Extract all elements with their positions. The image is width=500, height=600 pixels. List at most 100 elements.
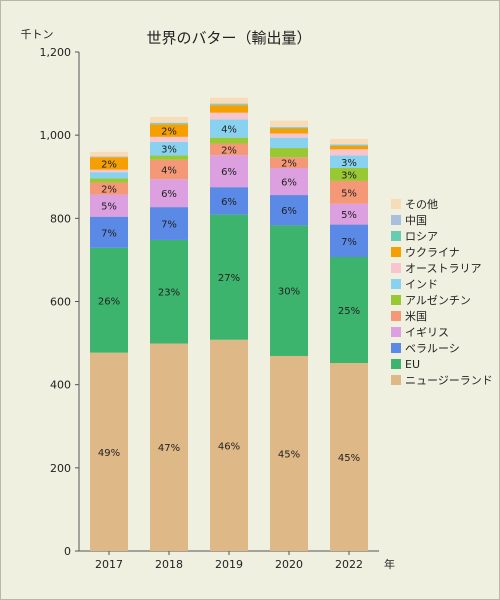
- data-label: 26%: [98, 296, 120, 307]
- legend-swatch: [391, 215, 401, 225]
- bar-segment: [270, 120, 308, 127]
- bar-segment: [330, 224, 368, 258]
- bar-segment: [150, 239, 188, 344]
- bar-segment: [90, 151, 128, 157]
- legend-label: ベラルーシ: [405, 342, 460, 355]
- bar-segment: [150, 343, 188, 551]
- bar-segment: [210, 187, 248, 215]
- bar-segment: [270, 195, 308, 226]
- data-label: 3%: [341, 170, 357, 181]
- x-axis-label: 年: [384, 557, 395, 571]
- legend-swatch: [391, 231, 401, 241]
- plot-area: 0 200 400 600 800 1,000 1,200 49% 26% 7% 5% 2% 2% 201…: [40, 46, 379, 571]
- legend-label: EU: [405, 358, 420, 371]
- bar-segment: [330, 257, 368, 364]
- data-label: 27%: [218, 273, 240, 284]
- bar-segment: [330, 168, 368, 181]
- bar-segment: [210, 119, 248, 138]
- data-label: 5%: [341, 188, 357, 199]
- y-tick-label: 1,200: [40, 46, 72, 59]
- bar-segment: [270, 355, 308, 551]
- bar-segment: [330, 145, 368, 150]
- x-tick-label: 2018: [155, 558, 183, 571]
- bar-segment: [270, 148, 308, 158]
- bar-segment: [210, 137, 248, 144]
- data-label: 2%: [101, 159, 117, 170]
- bar-segment: [270, 126, 308, 128]
- bar-segment: [210, 105, 248, 113]
- data-label: 5%: [101, 202, 117, 213]
- y-tick-label: 200: [50, 462, 71, 475]
- x-tick-label: 2017: [95, 558, 123, 571]
- bar-segment: [330, 363, 368, 551]
- legend-swatch: [391, 279, 401, 289]
- data-label: 6%: [161, 189, 177, 200]
- bar-segment: [90, 178, 128, 183]
- legend-label: ロシア: [405, 230, 438, 243]
- chart-title: 世界のバター（輸出量）: [146, 29, 311, 47]
- bar-segment: [270, 168, 308, 196]
- data-label: 4%: [221, 125, 237, 136]
- x-tick-label: 2022: [335, 558, 363, 571]
- data-label: 2%: [221, 145, 237, 156]
- bar-segment: [90, 172, 128, 179]
- legend-swatch: [391, 311, 401, 321]
- legend-label: イギリス: [405, 326, 449, 339]
- bar-segment: [210, 97, 248, 104]
- data-label: 6%: [281, 206, 297, 217]
- legend-label: オーストラリア: [405, 262, 481, 275]
- data-label: 30%: [278, 287, 300, 298]
- bar-segment: [150, 124, 188, 137]
- bar-segment: [210, 143, 248, 156]
- legend-swatch: [391, 247, 401, 257]
- data-label: 3%: [161, 145, 177, 156]
- y-tick-label: 800: [50, 212, 71, 225]
- bar-segment: [90, 352, 128, 551]
- bar-segment: [210, 112, 248, 120]
- legend-swatch: [391, 375, 401, 385]
- bar-segment: [150, 116, 188, 123]
- data-label: 25%: [338, 306, 360, 317]
- bar-segment: [150, 122, 188, 124]
- data-label: 5%: [341, 210, 357, 221]
- legend-swatch: [391, 343, 401, 353]
- bar-segment: [150, 141, 188, 156]
- legend-swatch: [391, 327, 401, 337]
- bar-segment: [270, 157, 308, 169]
- bar-segment: [90, 157, 128, 170]
- y-axis-label: 千トン: [21, 28, 54, 41]
- bar-segment: [90, 247, 128, 353]
- data-label: 7%: [341, 237, 357, 248]
- y-tick-label: 400: [50, 379, 71, 392]
- bar-segment: [210, 155, 248, 188]
- data-label: 2%: [281, 159, 297, 170]
- y-tick-label: 0: [64, 545, 71, 558]
- bar-segment: [270, 128, 308, 134]
- bar-segment: [90, 194, 128, 217]
- x-tick-label: 2019: [215, 558, 243, 571]
- legend: その他中国ロシアウクライナオーストラリアインドアルゼンチン米国イギリスベラルーシ…: [391, 198, 493, 387]
- bar-segment: [330, 145, 368, 146]
- bar-segment: [90, 216, 128, 248]
- bar-segment: [270, 225, 308, 356]
- data-label: 6%: [221, 167, 237, 178]
- bar-segment: [90, 169, 128, 173]
- data-label: 3%: [341, 158, 357, 169]
- bar-segment: [330, 180, 368, 204]
- bar-segment: [330, 155, 368, 169]
- data-label: 46%: [218, 441, 240, 452]
- bar-segment: [270, 127, 308, 129]
- bar-segment: [210, 103, 248, 105]
- data-label: 4%: [161, 165, 177, 176]
- legend-label: 中国: [405, 214, 427, 227]
- data-label: 47%: [158, 443, 180, 454]
- data-label: 7%: [101, 228, 117, 239]
- bar-segment: [150, 159, 188, 180]
- bar-segment: [150, 155, 188, 160]
- data-label: 49%: [98, 448, 120, 459]
- bar-segment: [210, 214, 248, 340]
- legend-label: インド: [405, 278, 438, 291]
- bar-segment: [90, 156, 128, 158]
